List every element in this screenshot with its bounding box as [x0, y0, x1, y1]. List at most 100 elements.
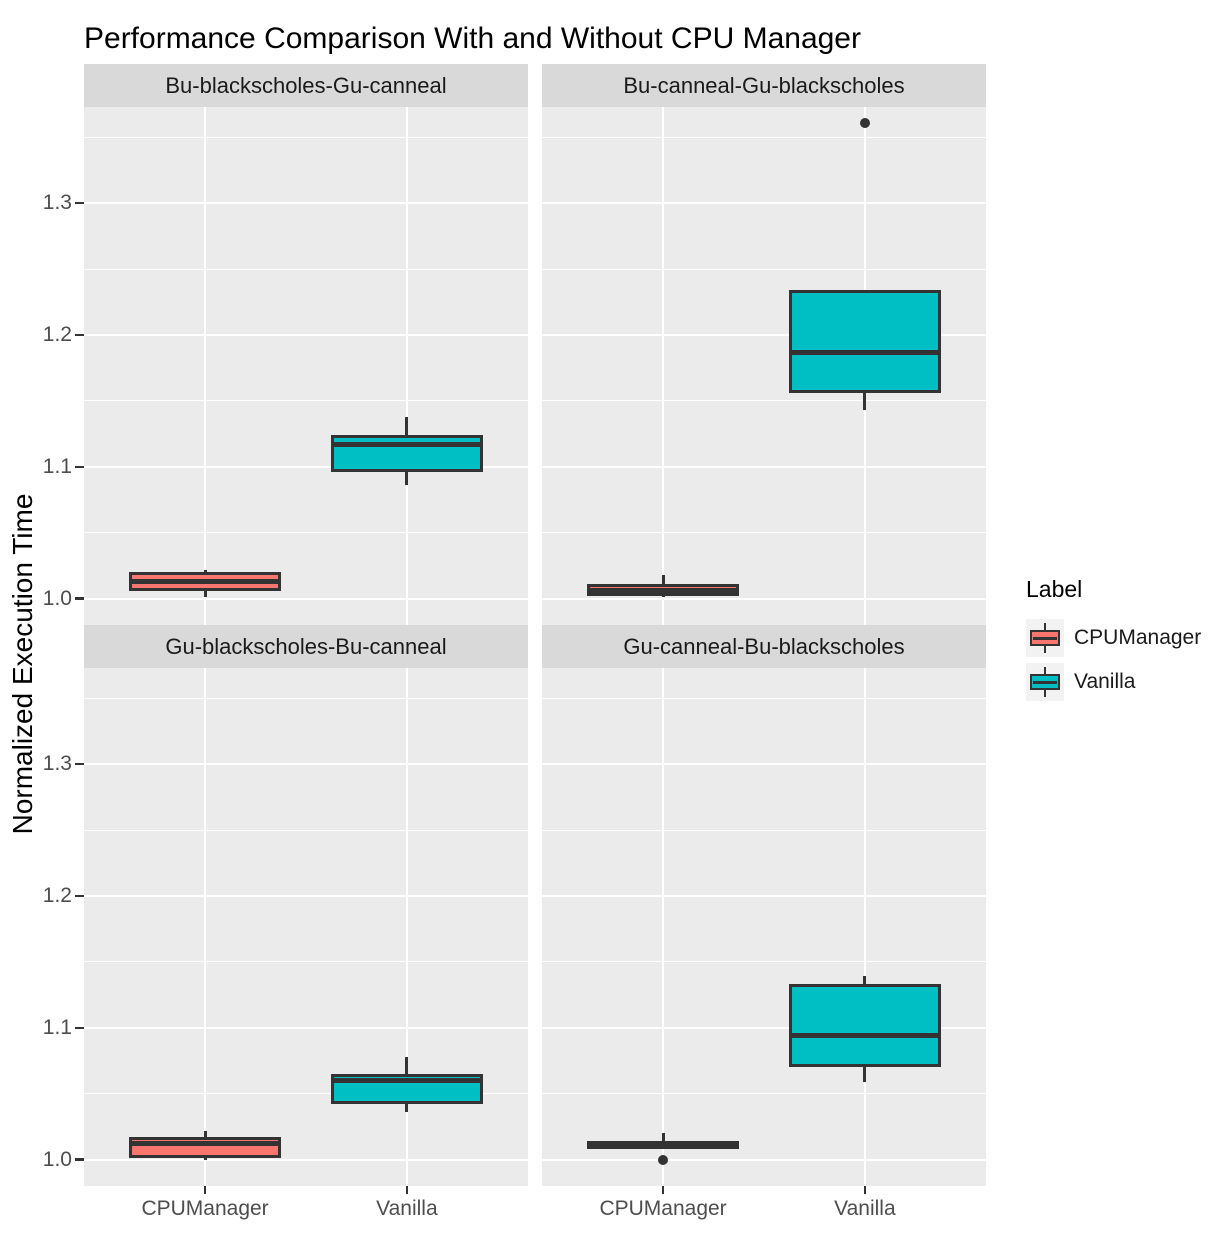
key-box	[1030, 674, 1060, 690]
y-tick-mark	[75, 201, 84, 205]
whisker-upper	[661, 1133, 665, 1142]
whisker-lower	[863, 393, 867, 411]
facet-strip: Gu-blackscholes-Bu-canneal	[84, 625, 528, 668]
gridline-minor-horizontal	[542, 532, 986, 534]
whisker-upper	[863, 976, 867, 985]
facet-strip: Gu-canneal-Bu-blackscholes	[542, 625, 986, 668]
gridline-minor-horizontal	[542, 400, 986, 402]
boxplot-key-icon	[1026, 619, 1064, 657]
legend-entry-label: Vanilla	[1074, 670, 1136, 693]
gridline-major-horizontal	[84, 1158, 528, 1161]
x-tick-mark	[203, 1186, 207, 1194]
y-axis-title-text: Normalized Execution Time	[7, 493, 38, 835]
gridline-major-horizontal	[84, 465, 528, 468]
x-tick-label: CPUManager	[599, 1197, 727, 1220]
key-box	[1030, 630, 1060, 646]
whisker-upper	[203, 569, 207, 573]
gridline-major-horizontal	[542, 334, 986, 337]
gridline-major-horizontal	[542, 202, 986, 205]
outlier-point	[658, 1154, 669, 1165]
gridline-major-horizontal	[542, 597, 986, 600]
y-tick-label: 1.2	[42, 323, 72, 347]
whisker-lower	[661, 596, 665, 598]
key-median-line	[1033, 681, 1057, 684]
gridline-minor-horizontal	[84, 532, 528, 534]
gridline-minor-horizontal	[542, 268, 986, 270]
facet-strip: Bu-blackscholes-Gu-canneal	[84, 64, 528, 107]
median-line	[791, 1033, 938, 1039]
gridline-minor-horizontal	[542, 697, 986, 699]
legend: Label CPUManager Vanilla	[1026, 576, 1201, 707]
y-tick-mark	[75, 333, 84, 337]
whisker-lower	[405, 472, 409, 486]
x-tick-label: Vanilla	[834, 1197, 896, 1220]
y-tick-mark	[75, 465, 84, 469]
y-tick-label: 1.0	[42, 586, 72, 610]
whisker-lower	[203, 590, 207, 598]
x-tick-mark	[661, 1186, 665, 1194]
gridline-minor-horizontal	[84, 961, 528, 963]
legend-entry-label: CPUManager	[1074, 626, 1202, 649]
box-vanilla	[788, 984, 941, 1068]
gridline-major-horizontal	[84, 763, 528, 766]
whisker-upper	[203, 1130, 207, 1138]
whisker-upper	[661, 574, 665, 585]
whisker-lower	[203, 1158, 207, 1160]
x-tick-mark	[405, 1186, 409, 1194]
gridline-minor-horizontal	[542, 1093, 986, 1095]
y-tick-label: 1.3	[42, 752, 72, 776]
median-line	[791, 349, 938, 355]
facet-strip: Bu-canneal-Gu-blackscholes	[542, 64, 986, 107]
gridline-major-horizontal	[84, 597, 528, 600]
box-vanilla	[330, 435, 483, 473]
x-tick-mark	[863, 1186, 867, 1194]
y-tick-mark	[75, 762, 84, 766]
chart-title: Performance Comparison With and Without …	[84, 22, 861, 55]
x-tick-label: Vanilla	[376, 1197, 438, 1220]
key-median-line	[1033, 637, 1057, 640]
facet-panel	[542, 107, 986, 625]
y-tick-label: 1.2	[42, 884, 72, 908]
gridline-minor-horizontal	[84, 1093, 528, 1095]
median-line	[132, 1141, 279, 1147]
gridline-major-horizontal	[542, 763, 986, 766]
gridline-minor-horizontal	[84, 697, 528, 699]
gridline-major-horizontal	[84, 334, 528, 337]
gridline-major-horizontal	[84, 895, 528, 898]
median-line	[590, 588, 737, 594]
gridline-minor-horizontal	[542, 961, 986, 963]
gridline-major-horizontal	[542, 1158, 986, 1161]
y-tick-label: 1.3	[42, 191, 72, 215]
gridline-minor-horizontal	[542, 136, 986, 138]
gridline-major-horizontal	[84, 202, 528, 205]
y-tick-mark	[75, 894, 84, 898]
facet-panel	[542, 668, 986, 1186]
gridline-major-horizontal	[84, 1026, 528, 1029]
y-tick-mark	[75, 1026, 84, 1030]
gridline-major-vertical	[405, 668, 408, 1186]
whisker-lower	[405, 1104, 409, 1113]
y-tick-mark	[75, 597, 84, 600]
facet-panel	[84, 668, 528, 1186]
outlier-point	[859, 117, 870, 128]
x-tick-label: CPUManager	[141, 1197, 269, 1220]
whisker-lower	[863, 1067, 867, 1082]
gridline-major-horizontal	[542, 465, 986, 468]
legend-title: Label	[1026, 576, 1083, 602]
median-line	[333, 441, 480, 447]
y-tick-label: 1.1	[42, 1015, 72, 1039]
whisker-upper	[405, 416, 409, 436]
legend-entry-vanilla: Vanilla	[1026, 663, 1201, 701]
gridline-minor-horizontal	[542, 829, 986, 831]
gridline-major-vertical	[204, 107, 207, 625]
gridline-major-horizontal	[542, 895, 986, 898]
whisker-upper	[405, 1056, 409, 1074]
y-tick-label: 1.0	[42, 1147, 72, 1171]
y-tick-label: 1.1	[42, 454, 72, 478]
gridline-major-vertical	[204, 668, 207, 1186]
gridline-minor-horizontal	[84, 136, 528, 138]
gridline-major-vertical	[863, 668, 866, 1186]
facet-panel	[84, 107, 528, 625]
median-line	[590, 1142, 737, 1148]
gridline-major-vertical	[405, 107, 408, 625]
